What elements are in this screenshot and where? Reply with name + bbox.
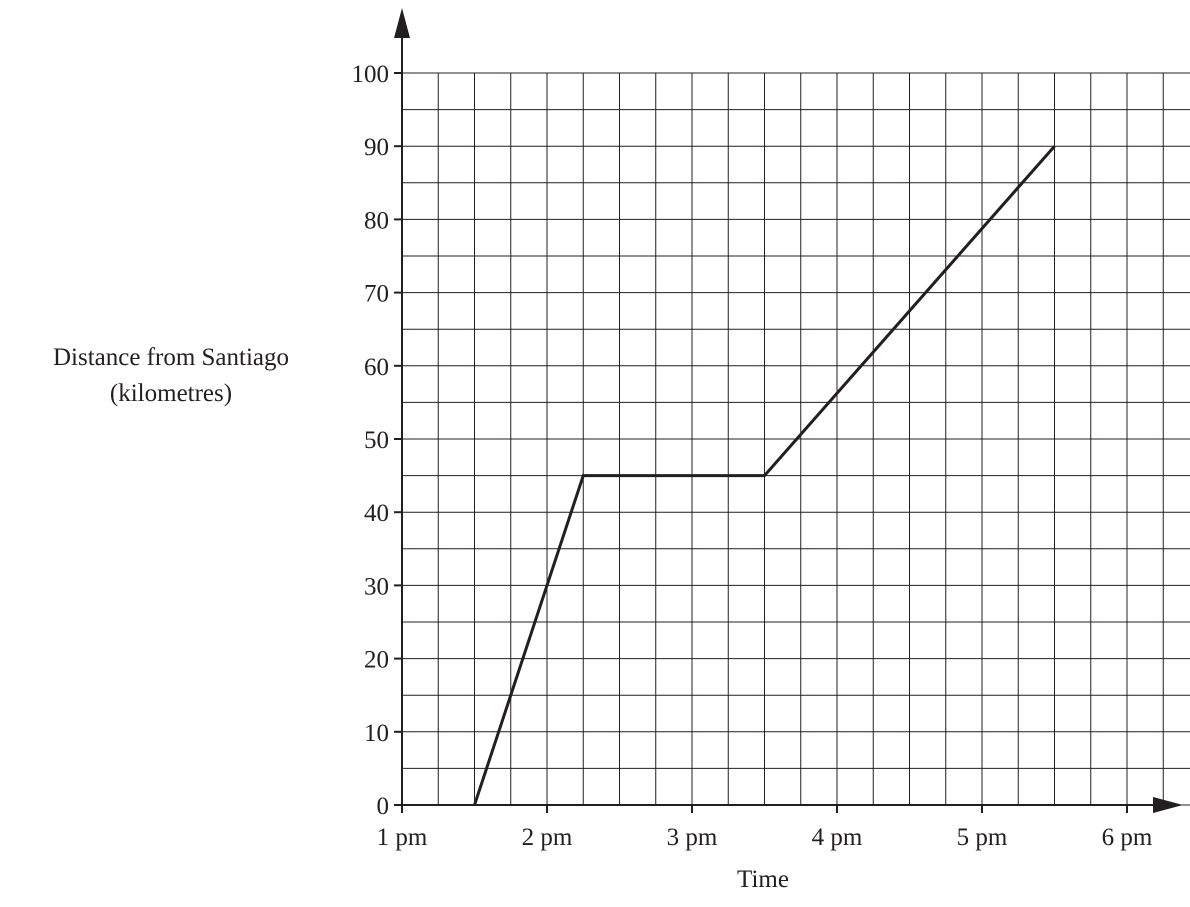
series-layer — [473, 145, 1056, 806]
axis-titles: Distance from Santiago (kilometres) Time — [53, 344, 789, 893]
axes — [394, 8, 1183, 813]
x-tick-label: 5 pm — [957, 824, 1008, 851]
x-tick-label: 6 pm — [1102, 824, 1153, 851]
y-tick-label: 20 — [364, 647, 389, 674]
y-tick-label: 0 — [377, 793, 390, 820]
tick-labels: 0 10 20 30 40 50 60 70 80 90 100 1 pm 2 pm 3 pm 4 pm 5 … — [352, 61, 1153, 851]
series-line — [473, 145, 1056, 806]
x-axis-arrow — [1153, 797, 1183, 813]
y-axis-arrow — [394, 8, 410, 38]
y-tick-label: 100 — [352, 61, 390, 88]
x-axis-title: Time — [737, 866, 789, 893]
y-axis-title-line-2: (kilometres) — [110, 380, 232, 407]
y-tick-label: 80 — [364, 207, 389, 234]
y-tick-label: 60 — [364, 354, 389, 381]
y-axis-title-line-1: Distance from Santiago — [53, 344, 289, 371]
x-tick-label: 2 pm — [522, 824, 573, 851]
y-tick-label: 40 — [364, 500, 389, 527]
y-tick-label: 90 — [364, 134, 389, 161]
x-tick-label: 1 pm — [377, 824, 428, 851]
y-tick-label: 10 — [364, 720, 389, 747]
y-tick-label: 50 — [364, 427, 389, 454]
y-tick-label: 70 — [364, 281, 389, 308]
x-tick-label: 3 pm — [667, 824, 718, 851]
x-tick-label: 4 pm — [812, 824, 863, 851]
y-tick-label: 30 — [364, 573, 389, 600]
